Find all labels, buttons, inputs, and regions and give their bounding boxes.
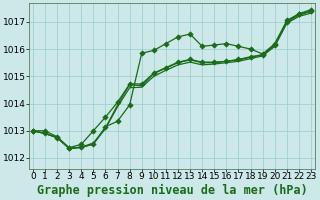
X-axis label: Graphe pression niveau de la mer (hPa): Graphe pression niveau de la mer (hPa)	[36, 184, 307, 197]
